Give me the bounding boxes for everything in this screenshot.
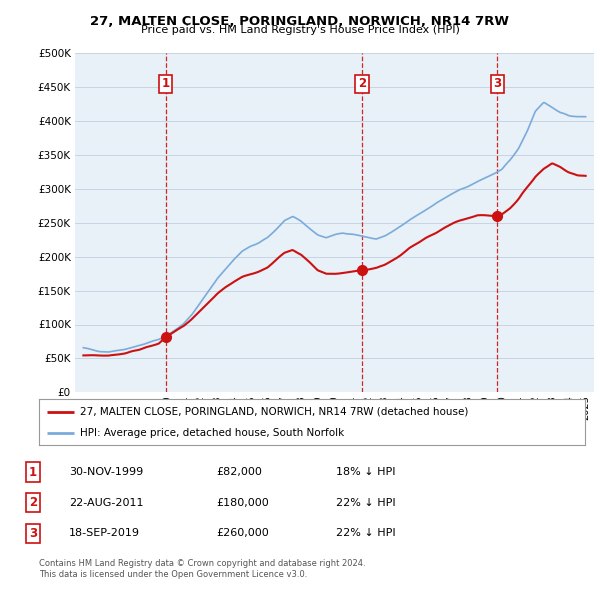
Text: 3: 3	[493, 77, 501, 90]
Text: Contains HM Land Registry data © Crown copyright and database right 2024.: Contains HM Land Registry data © Crown c…	[39, 559, 365, 568]
Text: 1: 1	[161, 77, 170, 90]
Text: 27, MALTEN CLOSE, PORINGLAND, NORWICH, NR14 7RW (detached house): 27, MALTEN CLOSE, PORINGLAND, NORWICH, N…	[80, 407, 469, 417]
Text: 1: 1	[29, 466, 37, 478]
Text: 22% ↓ HPI: 22% ↓ HPI	[336, 498, 395, 507]
Text: £82,000: £82,000	[216, 467, 262, 477]
Text: 22-AUG-2011: 22-AUG-2011	[69, 498, 143, 507]
Text: £180,000: £180,000	[216, 498, 269, 507]
Text: 27, MALTEN CLOSE, PORINGLAND, NORWICH, NR14 7RW: 27, MALTEN CLOSE, PORINGLAND, NORWICH, N…	[91, 15, 509, 28]
Text: HPI: Average price, detached house, South Norfolk: HPI: Average price, detached house, Sout…	[80, 428, 344, 438]
Text: 30-NOV-1999: 30-NOV-1999	[69, 467, 143, 477]
Text: Price paid vs. HM Land Registry's House Price Index (HPI): Price paid vs. HM Land Registry's House …	[140, 25, 460, 35]
Text: 18-SEP-2019: 18-SEP-2019	[69, 529, 140, 538]
Text: This data is licensed under the Open Government Licence v3.0.: This data is licensed under the Open Gov…	[39, 571, 307, 579]
Text: 18% ↓ HPI: 18% ↓ HPI	[336, 467, 395, 477]
Text: 2: 2	[358, 77, 366, 90]
Text: 3: 3	[29, 527, 37, 540]
Text: 2: 2	[29, 496, 37, 509]
Text: 22% ↓ HPI: 22% ↓ HPI	[336, 529, 395, 538]
Text: £260,000: £260,000	[216, 529, 269, 538]
